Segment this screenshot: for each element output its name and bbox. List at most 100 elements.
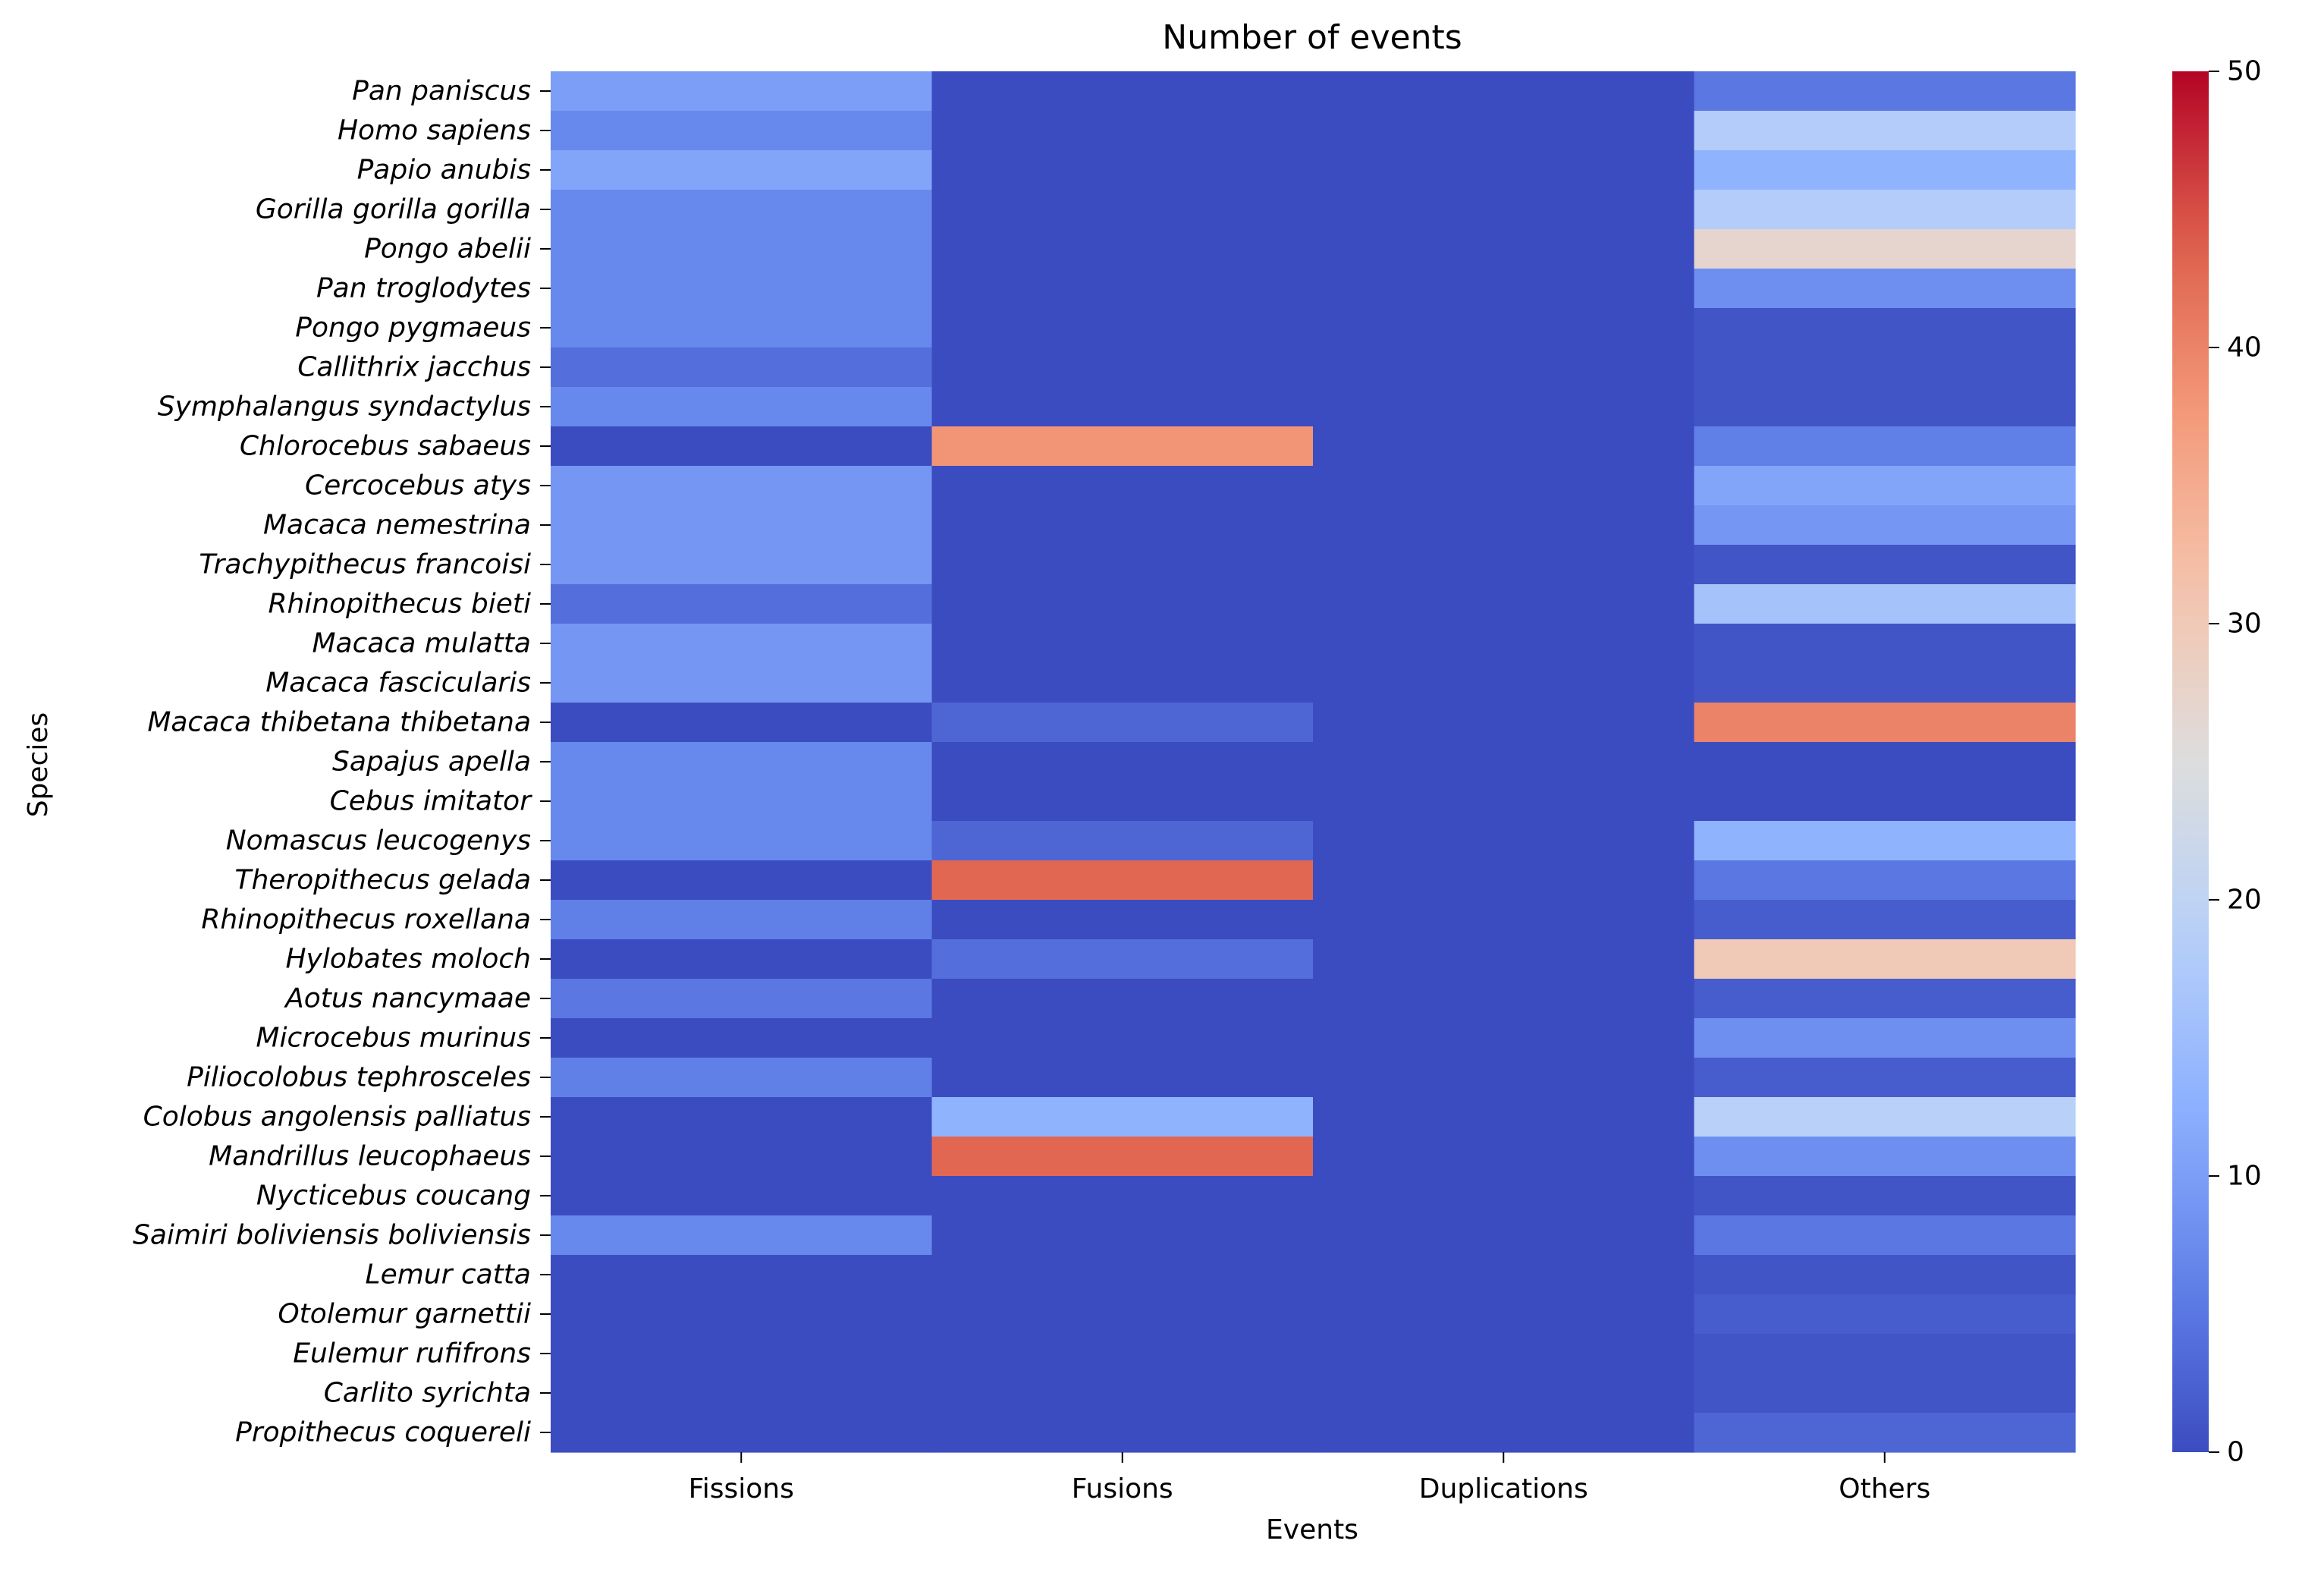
y-tick-label: Macaca fascicularis [265,668,531,699]
colorbar-tick-label: 20 [2227,885,2262,916]
y-tick-label: Symphalangus syndactylus [158,391,531,423]
x-tick-label: Fissions [689,1473,794,1505]
heatmap-cell [1313,308,1695,348]
heatmap-cell [1694,1334,2076,1374]
colorbar-tick-label: 10 [2227,1161,2262,1192]
y-tick-label: Sapajus apella [332,747,531,778]
heatmap-cell [1313,1373,1695,1413]
heatmap-cell [1313,426,1695,467]
heatmap-cell [551,1058,933,1098]
y-tick-label: Nycticebus coucang [256,1181,531,1212]
heatmap-cell [931,426,1314,467]
heatmap-cell [1694,821,2076,861]
heatmap-cell [1313,584,1695,624]
heatmap-cell [1694,1294,2076,1335]
heatmap-cell [1694,229,2076,269]
heatmap-cell [551,703,933,743]
heatmap-cell [551,1294,933,1335]
heatmap-cell [1694,663,2076,703]
heatmap-cell [551,900,933,940]
heatmap-cell [1313,781,1695,822]
heatmap-cell [551,387,933,427]
colorbar-tick-label: 40 [2227,332,2262,363]
heatmap-cell [1313,545,1695,585]
heatmap-cell [551,663,933,703]
heatmap-cell [551,111,933,151]
heatmap-cell [1313,860,1695,901]
heatmap-cell [551,466,933,506]
y-axis-title: Species [23,712,54,818]
heatmap-cell [1313,505,1695,546]
heatmap-cell [1694,71,2076,112]
heatmap-cell [931,1334,1314,1374]
heatmap-cell [551,545,933,585]
y-tick-label: Mandrillus leucophaeus [209,1141,531,1172]
heatmap-cell [931,742,1314,782]
heatmap-cell [1313,1018,1695,1058]
heatmap-cell [551,1018,933,1058]
heatmap-cell [1694,1413,2076,1453]
heatmap-cell [1694,269,2076,309]
heatmap-cell [1313,703,1695,743]
heatmap-cell [931,111,1314,151]
heatmap-cell [1313,1215,1695,1256]
heatmap-cell [1694,1255,2076,1295]
y-tick-label: Rhinopithecus roxellana [201,904,531,935]
heatmap-cell [551,1176,933,1216]
heatmap-cell [1694,1018,2076,1058]
y-tick-label: Macaca nemestrina [263,510,531,541]
y-tick-label: Gorilla gorilla gorilla [256,194,531,225]
heatmap-cell [1313,387,1695,427]
heatmap-cell [931,1018,1314,1058]
heatmap-cell [931,387,1314,427]
y-tick-label: Hylobates moloch [285,944,531,975]
y-tick-label: Rhinopithecus bieti [268,589,531,620]
heatmap-cell [1694,111,2076,151]
colorbar-tick-label: 0 [2227,1437,2244,1468]
y-tick-label: Macaca thibetana thibetana [147,707,531,738]
y-tick-label: Chlorocebus sabaeus [240,431,531,462]
heatmap-cell [551,624,933,664]
heatmap-cell [1313,1176,1695,1216]
heatmap-cell [551,1373,933,1413]
heatmap-cell [1313,1058,1695,1098]
y-tick-label: Pan paniscus [352,76,531,107]
heatmap-cell [1313,347,1695,388]
heatmap-cell [931,860,1314,901]
heatmap-cell [1313,190,1695,230]
heatmap-cell [1694,1137,2076,1177]
colorbar-tick-label: 50 [2227,56,2262,87]
heatmap-cell [931,229,1314,269]
heatmap-cell [1313,624,1695,664]
x-axis-ticks: Fissions Fusions Duplications Others [689,1452,1930,1505]
heatmap-cell [1694,900,2076,940]
heatmap-cell [551,1413,933,1453]
heatmap-cell [1313,269,1695,309]
y-tick-label: Homo sapiens [338,115,531,146]
x-tick-label: Others [1839,1473,1930,1505]
heatmap-cell [1694,703,2076,743]
y-tick-label: Cercocebus atys [305,470,531,502]
y-tick-label: Trachypithecus francoisi [199,549,531,580]
heatmap-cell [931,703,1314,743]
heatmap-cell [931,781,1314,822]
heatmap-cell [931,1255,1314,1295]
heatmap-cell [931,584,1314,624]
y-tick-label: Papio anubis [357,155,531,186]
heatmap-cell [1313,111,1695,151]
heatmap-cell [551,229,933,269]
heatmap-cell [931,71,1314,112]
heatmap-cell [1313,742,1695,782]
heatmap-cell [1313,979,1695,1019]
heatmap-cell [1313,1413,1695,1453]
heatmap-cell [1313,900,1695,940]
y-tick-label: Cebus imitator [330,786,533,817]
heatmap-cell [1694,150,2076,190]
y-tick-label: Colobus angolensis palliatus [143,1102,531,1133]
heatmap-cell [1694,979,2076,1019]
heatmap-cell [1313,466,1695,506]
heatmap-cell [551,71,933,112]
heatmap-cell [931,505,1314,546]
heatmap-cell [1313,1334,1695,1374]
heatmap-cell [551,269,933,309]
